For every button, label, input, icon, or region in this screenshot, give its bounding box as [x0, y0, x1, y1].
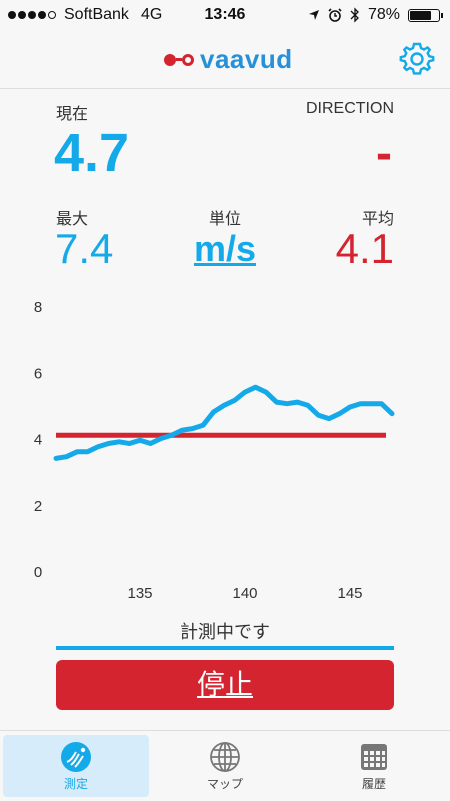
status-time: 13:46	[204, 6, 246, 23]
signal-strength-icon	[8, 6, 58, 24]
max-speed-value: 7.4	[55, 225, 114, 272]
tab-measure[interactable]: 測定	[3, 735, 149, 797]
unit-toggle[interactable]: m/s	[193, 228, 257, 269]
tab-history[interactable]: 履歴	[301, 735, 447, 797]
direction-value: -	[376, 127, 392, 180]
bluetooth-icon	[350, 7, 359, 23]
direction-label: DIRECTION	[306, 100, 394, 117]
status-right: 78%	[308, 6, 443, 24]
x-tick-label: 145	[337, 585, 362, 602]
x-tick-label: 135	[127, 585, 152, 602]
measuring-status: 計測中です	[180, 622, 270, 642]
calendar-icon	[361, 744, 387, 770]
x-tick-label: 140	[232, 585, 257, 602]
vaavud-logo: vaavud	[164, 44, 293, 75]
wind-speed-chart: 0 2 4 6 8 135 140 145	[34, 299, 395, 602]
wind-speed-line	[53, 384, 395, 461]
vaavud-logo-icon	[164, 53, 194, 66]
network-type: 4G	[140, 6, 163, 23]
battery-icon	[408, 8, 443, 22]
tab-map[interactable]: マップ	[152, 735, 298, 797]
location-arrow-icon	[308, 10, 319, 20]
status-bar: SoftBank 4G 13:46 78%	[0, 0, 450, 30]
y-tick-label: 4	[34, 432, 42, 449]
y-tick-label: 2	[34, 498, 42, 515]
unit-label: 単位	[208, 211, 241, 228]
tab-bar: 測定 マップ 履歴	[0, 730, 450, 801]
app-header: vaavud	[0, 30, 450, 89]
y-tick-label: 6	[34, 365, 42, 382]
measure-icon	[61, 742, 91, 772]
battery-percent: 78%	[367, 6, 400, 23]
current-label: 現在	[56, 106, 89, 123]
tab-measure-label: 測定	[63, 777, 88, 791]
logo-text: vaavud	[200, 44, 293, 74]
current-speed-value: 4.7	[54, 123, 130, 183]
measure-progress-bar	[56, 646, 394, 650]
max-label: 最大	[56, 211, 89, 228]
avg-label: 平均	[361, 211, 394, 228]
globe-icon	[210, 742, 240, 772]
y-tick-label: 0	[34, 564, 42, 581]
gear-icon[interactable]	[398, 40, 436, 78]
status-left: SoftBank 4G	[8, 6, 162, 24]
avg-speed-value: 4.1	[335, 225, 394, 272]
alarm-icon	[328, 8, 342, 22]
y-tick-label: 8	[34, 299, 42, 316]
carrier-name: SoftBank	[64, 6, 129, 23]
tab-history-label: 履歴	[361, 777, 386, 791]
stop-button[interactable]: 停止	[56, 660, 394, 710]
tab-map-label: マップ	[206, 777, 243, 791]
